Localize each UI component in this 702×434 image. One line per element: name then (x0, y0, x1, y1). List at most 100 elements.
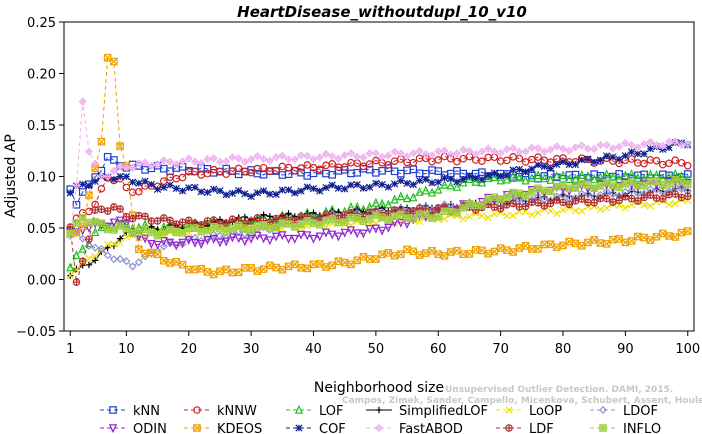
point-fastabod (234, 154, 243, 163)
point-lof (608, 171, 618, 181)
legend-label-kdeos: KDEOS (217, 422, 262, 434)
point-odin (384, 223, 393, 233)
point-ldf (203, 217, 212, 225)
point-cof (521, 168, 530, 176)
point-odin (122, 220, 131, 230)
point-inflo (621, 180, 630, 188)
x-tick-label: 30 (243, 342, 260, 357)
point-knnw (272, 166, 280, 175)
point-cof (434, 178, 442, 186)
point-knn (390, 167, 399, 176)
point-cof (185, 184, 193, 192)
point-kdeos (671, 233, 680, 241)
point-odin (147, 240, 156, 249)
point-ldf (615, 196, 623, 205)
point-ldf (97, 205, 106, 214)
point-inflo (590, 184, 598, 193)
point-inflo (153, 231, 162, 240)
point-loop (465, 212, 474, 221)
point-lof (565, 174, 574, 184)
point-inflo (540, 186, 549, 195)
point-kdeos (559, 241, 567, 250)
point-kdeos (440, 252, 449, 260)
point-loop (671, 199, 679, 208)
legend-marker-loop (505, 406, 513, 414)
point-simplifiedlof (266, 213, 274, 220)
point-kdeos (315, 260, 324, 268)
point-kdeos (284, 262, 293, 271)
point-fastabod (303, 151, 312, 160)
point-fastabod (409, 149, 418, 158)
point-loop (571, 206, 580, 215)
point-simplifiedlof (91, 257, 99, 264)
point-fastabod (565, 146, 574, 155)
point-fastabod (384, 151, 393, 160)
point-kdeos (503, 246, 511, 254)
point-inflo (397, 210, 405, 219)
point-fastabod (328, 152, 337, 161)
point-ldf (166, 216, 174, 225)
point-fastabod (209, 154, 218, 163)
legend-label-ldf: LDF (529, 422, 554, 434)
point-kdeos (415, 251, 424, 259)
point-ldf (178, 218, 187, 226)
point-odin (290, 234, 299, 244)
point-knnw (85, 207, 93, 216)
point-fastabod (309, 155, 318, 164)
point-odin (240, 237, 250, 247)
point-odin (153, 240, 162, 250)
point-inflo (122, 224, 131, 233)
point-lof (427, 187, 437, 197)
point-cof (66, 189, 74, 197)
point-kdeos (203, 268, 212, 276)
legend-item-odin: ODIN (100, 422, 167, 434)
point-knn (683, 170, 692, 178)
point-inflo (97, 219, 106, 227)
point-inflo (297, 220, 305, 228)
point-lof (558, 170, 568, 180)
point-inflo (546, 187, 555, 196)
point-cof (303, 183, 311, 191)
point-inflo (534, 184, 542, 193)
point-cof (110, 175, 118, 184)
point-inflo (228, 224, 237, 233)
point-inflo (91, 218, 99, 226)
x-tick-label: 20 (180, 342, 197, 357)
point-cof (322, 184, 330, 192)
point-ldf (528, 198, 536, 206)
point-ldf (135, 211, 143, 220)
point-inflo (640, 181, 648, 190)
point-loop (66, 271, 74, 280)
point-inflo (565, 184, 574, 193)
point-odin (353, 229, 362, 239)
point-ldf (78, 257, 87, 266)
point-loop (490, 210, 499, 218)
point-ldof (78, 234, 87, 243)
point-odin (184, 236, 193, 246)
point-fastabod (515, 147, 524, 156)
point-cof (166, 181, 174, 189)
point-loop (627, 201, 636, 209)
legend-marker-cof (295, 424, 303, 432)
point-cof (490, 169, 499, 177)
point-inflo (659, 181, 667, 190)
point-cof (472, 174, 480, 182)
x-tick-label: 40 (305, 342, 322, 357)
y-tick-label: 0.10 (27, 171, 56, 186)
point-odin (159, 237, 168, 246)
point-lof (390, 194, 399, 204)
legend-marker-inflo (599, 424, 607, 432)
point-fastabod (378, 152, 387, 161)
point-odin (346, 226, 356, 236)
legend-label-loop: LoOP (529, 404, 562, 419)
point-fastabod (390, 147, 399, 156)
point-cof (347, 181, 355, 189)
point-inflo (521, 191, 530, 200)
point-lof (446, 180, 455, 190)
point-cof (334, 184, 343, 192)
point-fastabod (178, 157, 187, 166)
point-kdeos (340, 258, 349, 267)
point-knnw (97, 184, 106, 193)
point-ldf (634, 197, 642, 205)
point-fastabod (521, 147, 530, 156)
